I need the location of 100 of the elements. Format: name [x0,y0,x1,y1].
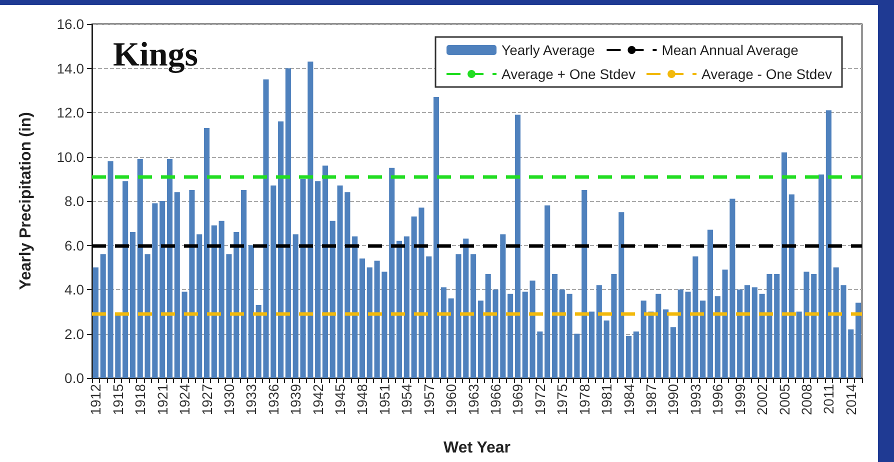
bar [588,312,595,378]
x-tick-label: 1996 [710,384,726,416]
y-tick-label: 2.0 [64,326,84,342]
x-tick-label: 1924 [176,384,193,416]
x-tick-label: 1993 [687,384,704,416]
x-tick-label: 1921 [154,384,170,416]
bar [774,274,780,378]
x-tick-label: 1918 [132,384,148,416]
bar [359,258,366,378]
y-tick-label: 4.0 [64,282,84,298]
bar [211,225,217,378]
x-tick-label: 1975 [554,384,570,416]
bar [196,234,202,378]
y-tick-label: 8.0 [64,193,84,209]
bar [389,168,395,378]
bar [788,194,794,378]
bar [618,212,624,378]
x-tick-label: 1990 [665,384,682,416]
bar [811,274,817,378]
bar [234,232,240,378]
y-tick-label: 0.0 [64,370,84,386]
bar [714,296,720,378]
legend-label: Average + One Stdev [502,66,636,82]
x-tick-label: 1933 [243,384,260,416]
bar [278,121,284,378]
bar [426,256,432,378]
bar [737,290,743,378]
x-tick-label: 2014 [842,384,859,416]
bar [856,302,862,378]
x-tick-label: 1978 [576,384,592,416]
bar [404,236,410,378]
bar [241,190,247,378]
bar [559,290,565,378]
bar [752,287,758,378]
bar [744,285,750,378]
bar [552,274,558,378]
bar [396,240,402,378]
x-tick-label: 1951 [376,384,392,416]
bar [508,294,514,378]
legend-label: Average - One Stdev [702,66,832,82]
x-tick-label: 1930 [220,384,237,416]
x-tick-label: 1912 [88,384,104,416]
bar [826,110,832,378]
x-tick-label: 2008 [798,384,814,416]
bar [122,181,128,378]
x-tick-label: 1984 [620,384,637,416]
bar [663,309,669,378]
y-tick-label: 14.0 [56,60,84,76]
bar [330,220,336,378]
bar [160,201,166,378]
x-tick-label: 1942 [310,384,326,416]
bar [366,267,372,378]
x-tick-label: 1972 [532,384,548,416]
legend-label: Yearly Average [502,42,596,58]
bar [248,245,254,378]
x-axis-title: Wet Year [443,440,511,456]
bar [626,336,632,378]
x-tick-label: 1927 [198,384,215,416]
bar [670,327,676,378]
x-tick-label: 2005 [776,384,792,416]
bar [582,190,588,378]
x-tick-label: 1954 [398,384,415,416]
bar [166,158,173,378]
bar [322,166,328,378]
bar [818,174,824,378]
x-tick-label: 1981 [598,384,615,416]
x-tick-label: 2002 [754,384,770,416]
bar [440,287,446,378]
x-tick-label: 1945 [332,384,348,416]
x-tick-label: 1948 [354,384,370,416]
bar [315,181,321,378]
x-tick-label: 1987 [642,384,659,416]
x-tick-label: 1936 [265,384,282,416]
bar [285,68,291,378]
y-axis-title: Yearly Precipitation (in) [18,112,34,290]
bar [700,300,706,378]
x-tick-label: 1960 [443,384,460,416]
x-tick-label: 1939 [288,384,304,416]
x-tick-label: 1963 [465,384,482,416]
x-tick-label: 1969 [510,384,526,416]
bar [514,114,520,378]
bar [707,230,713,378]
bar [781,152,788,378]
bar [204,128,210,378]
y-tick-label: 16.0 [56,16,84,32]
bar [596,285,602,378]
x-tick-label: 1999 [732,384,748,416]
x-tick-label: 1915 [110,384,126,416]
y-tick-label: 10.0 [56,148,84,165]
bar [522,292,528,378]
bar [470,254,476,378]
chart-title: Kings [113,36,198,74]
bar [544,205,550,378]
legend-label: Mean Annual Average [662,42,799,58]
bar [174,192,180,378]
bar [478,300,484,378]
x-tick-label: 1966 [488,384,504,416]
bar [352,236,358,378]
bar [92,267,98,378]
bar [137,158,143,378]
